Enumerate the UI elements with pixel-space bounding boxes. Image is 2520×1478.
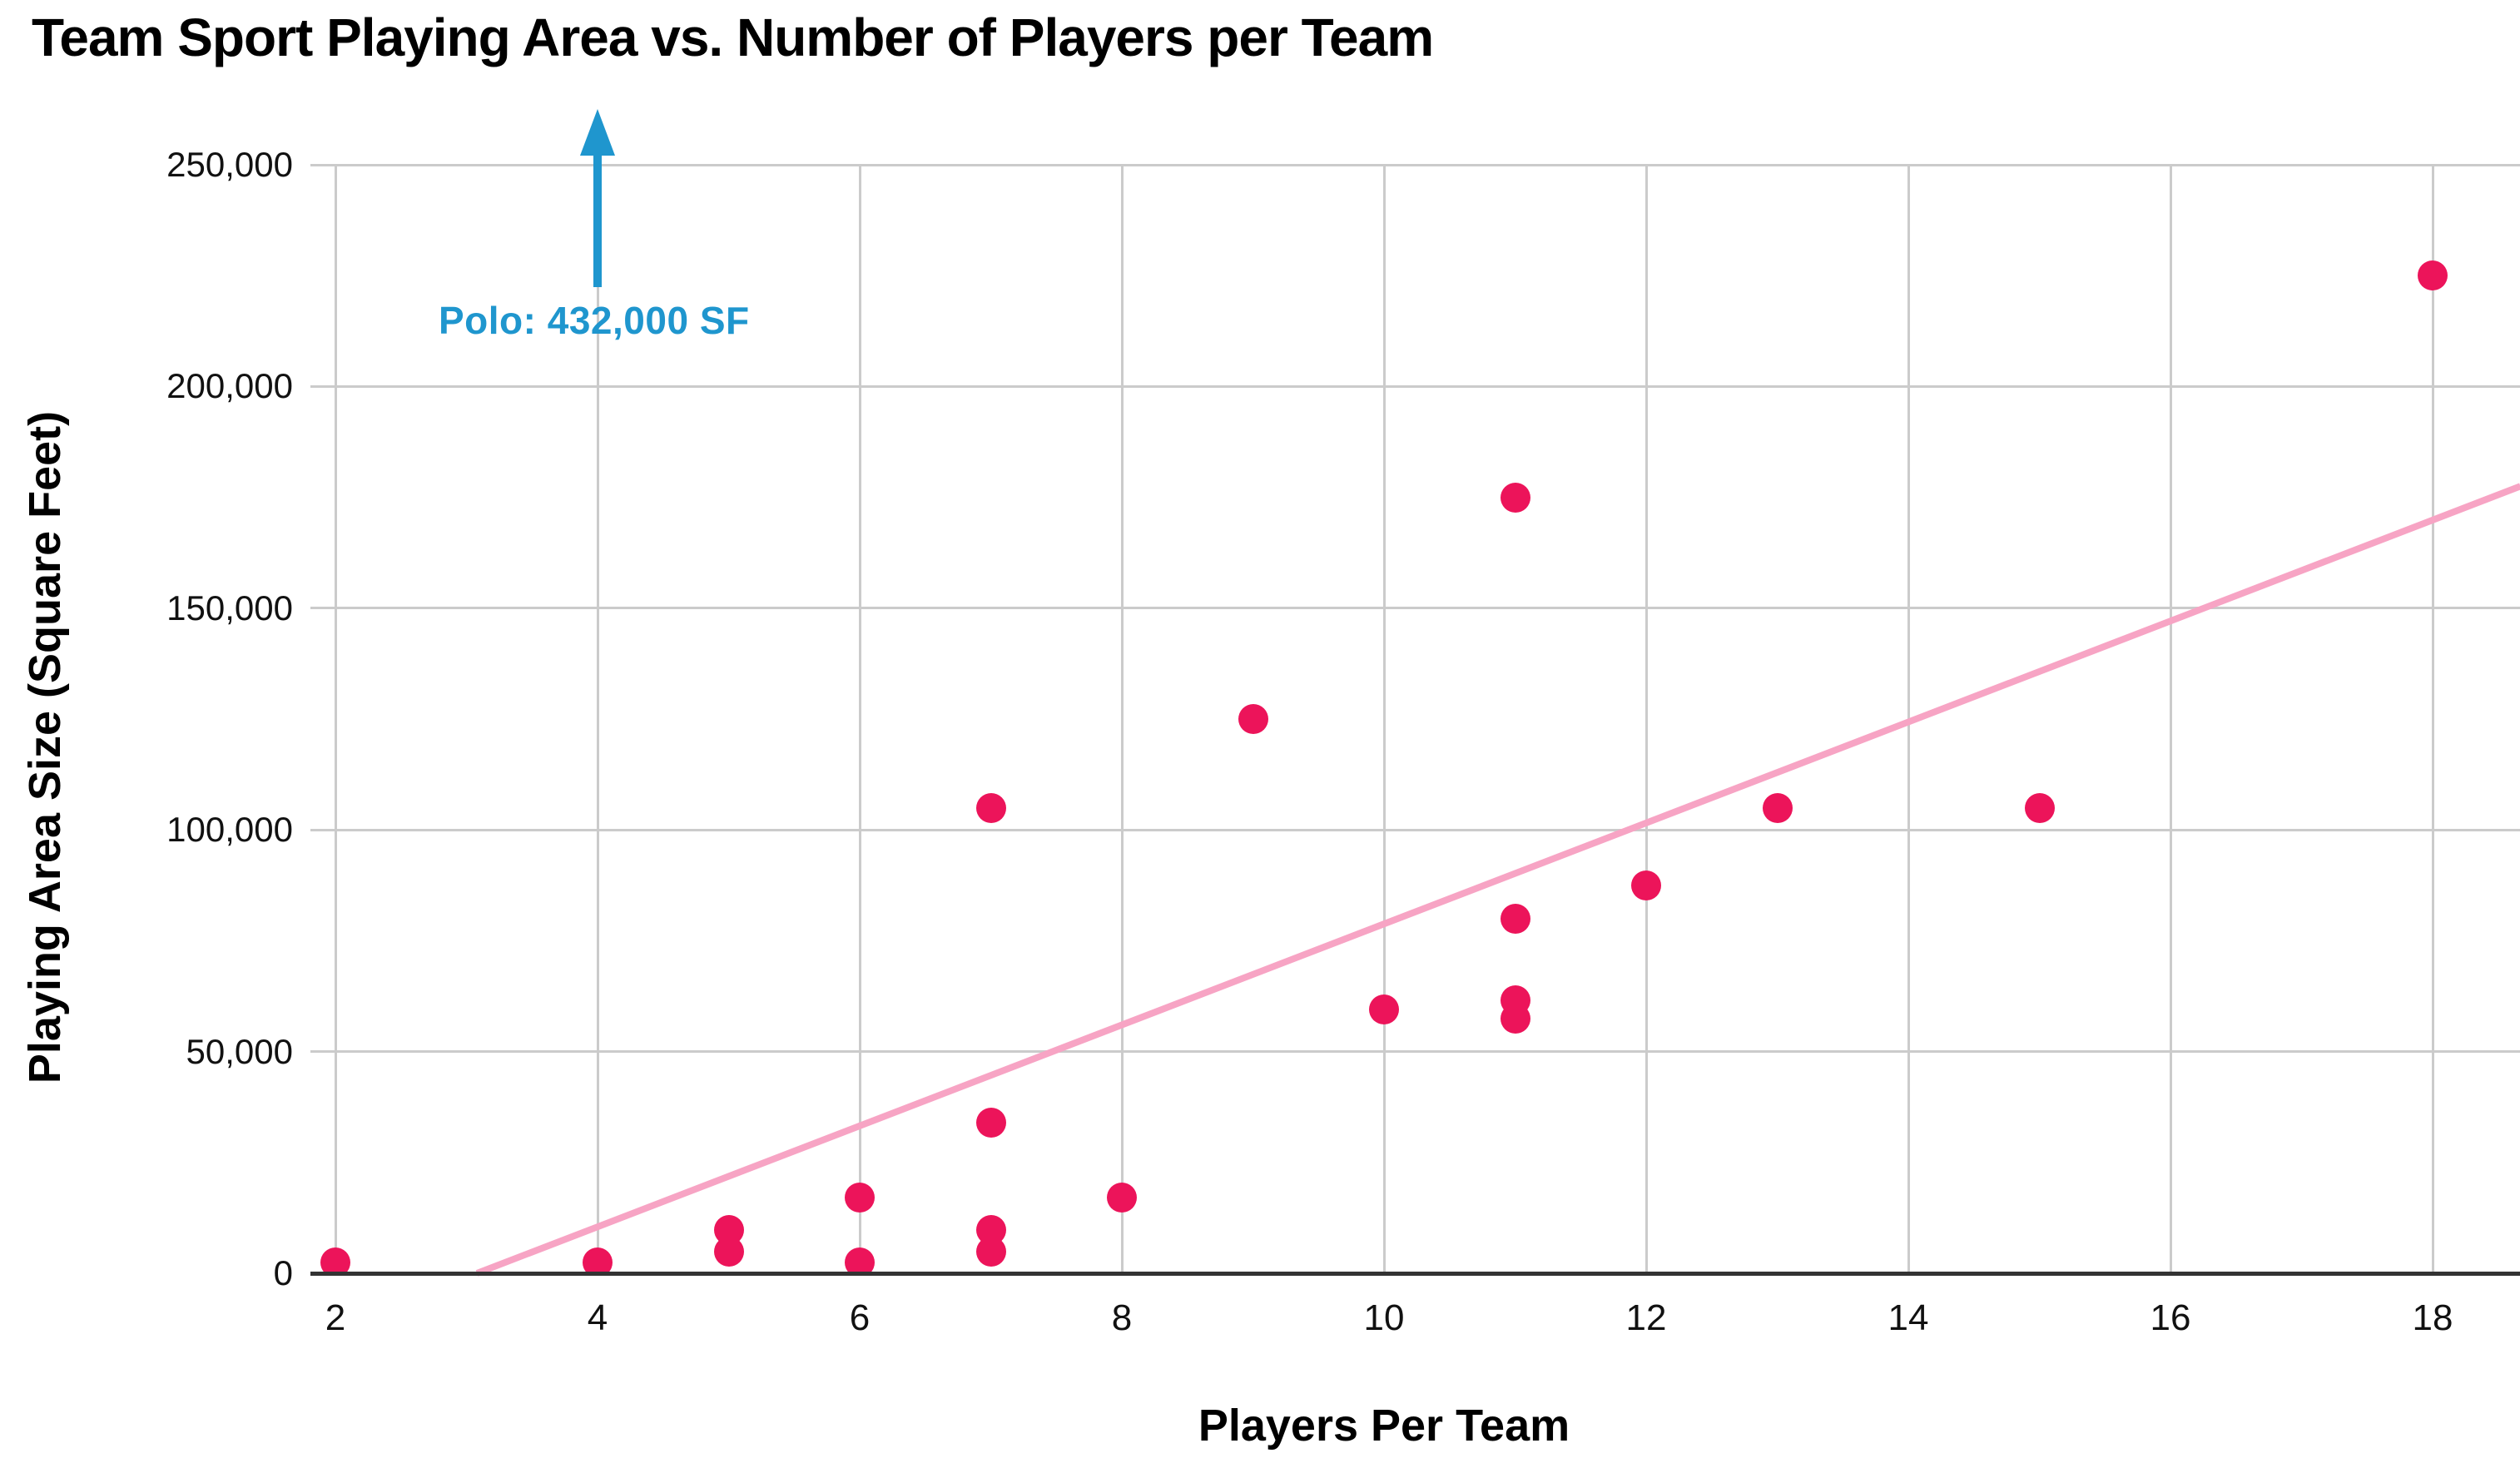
y-tick-label: 200,000 [166, 366, 293, 406]
x-tick-label: 18 [2412, 1297, 2453, 1338]
x-gridline [596, 165, 599, 1273]
data-point [1762, 792, 1793, 823]
x-gridline [1644, 165, 1648, 1273]
x-tick-label: 14 [1888, 1297, 1929, 1338]
y-tick-label: 150,000 [166, 588, 293, 627]
data-point [845, 1247, 875, 1274]
y-tick-label: 250,000 [166, 145, 293, 184]
x-tick-label: 10 [1363, 1297, 1405, 1338]
data-point [1500, 985, 1530, 1016]
y-gridline [310, 384, 2520, 388]
x-gridline [2431, 165, 2434, 1273]
data-point [1369, 994, 1399, 1024]
data-point [975, 792, 1006, 823]
annotation-polo-label: Polo: 432,000 SF [439, 299, 750, 342]
trendline [475, 483, 2520, 1277]
data-point [1107, 1183, 1137, 1213]
data-point [1631, 870, 1661, 900]
x-tick-label: 12 [1625, 1297, 1667, 1338]
y-tick-label: 100,000 [166, 810, 293, 850]
x-gridline [1120, 165, 1124, 1273]
y-gridline [310, 1050, 2520, 1054]
x-tick-label: 6 [849, 1297, 871, 1338]
data-point [1500, 903, 1530, 934]
y-gridline [310, 607, 2520, 610]
x-axis-line [310, 1272, 2520, 1276]
data-point [975, 1214, 1006, 1245]
y-tick-label: 0 [273, 1253, 293, 1292]
chart-title: Team Sport Playing Area vs. Number of Pl… [32, 7, 1434, 67]
x-gridline [1382, 165, 1386, 1273]
data-point [320, 1247, 350, 1274]
y-gridline [310, 163, 2520, 166]
x-tick-label: 8 [1111, 1297, 1133, 1338]
data-point [2418, 260, 2448, 291]
up-arrow-icon [580, 109, 615, 287]
x-gridline [858, 165, 861, 1273]
data-point [583, 1247, 613, 1274]
x-tick-label: 16 [2150, 1297, 2191, 1338]
y-tick-label: 50,000 [186, 1031, 293, 1071]
data-point [975, 1107, 1006, 1138]
data-point [2024, 792, 2055, 823]
y-gridline [310, 828, 2520, 831]
x-axis-title: Players Per Team [1198, 1401, 1570, 1451]
x-tick-label: 4 [587, 1297, 608, 1338]
data-point [845, 1183, 875, 1213]
data-point [1238, 704, 1268, 734]
data-point [1500, 482, 1530, 513]
data-point [713, 1214, 744, 1245]
x-gridline [334, 165, 337, 1273]
x-tick-label: 2 [325, 1297, 346, 1338]
plot-area [320, 260, 2448, 1274]
x-gridline [2169, 165, 2172, 1273]
